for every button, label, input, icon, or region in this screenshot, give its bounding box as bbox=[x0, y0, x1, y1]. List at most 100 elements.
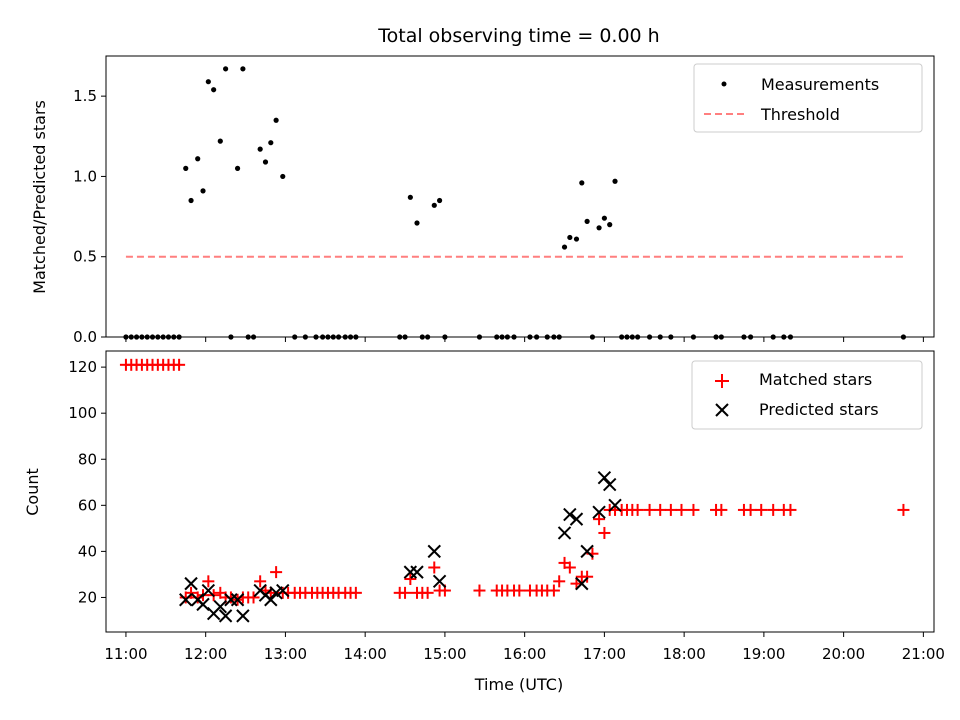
measurement-point bbox=[217, 138, 223, 144]
bottom-marks bbox=[119, 358, 910, 623]
measurement-point bbox=[713, 334, 719, 340]
measurement-point bbox=[596, 225, 602, 231]
measurement-point bbox=[900, 334, 907, 340]
x-tick-label: 16:00 bbox=[503, 645, 546, 663]
measurement-point bbox=[347, 334, 354, 340]
matched-point bbox=[687, 503, 700, 516]
measurement-point bbox=[155, 334, 161, 340]
predicted-point bbox=[230, 593, 245, 607]
predicted-point bbox=[179, 593, 193, 607]
measurement-point bbox=[567, 234, 573, 241]
bottom-y-axis-label: Count bbox=[23, 468, 42, 516]
y-tick-label: 20 bbox=[78, 588, 97, 606]
matched-point bbox=[421, 586, 434, 599]
measurement-point bbox=[268, 140, 274, 146]
measurement-point bbox=[668, 334, 674, 340]
legend-predicted-label: Predicted stars bbox=[759, 400, 879, 419]
predicted-point bbox=[184, 576, 198, 591]
x-tick-label: 11:00 bbox=[104, 645, 147, 663]
measurement-point bbox=[690, 334, 697, 340]
measurement-point bbox=[128, 334, 134, 340]
predicted-point bbox=[264, 593, 278, 607]
measurement-point bbox=[195, 156, 201, 162]
measurement-point bbox=[325, 334, 331, 340]
matched-point bbox=[399, 586, 412, 599]
measurement-point bbox=[292, 334, 298, 340]
measurement-point bbox=[573, 236, 580, 242]
bottom-x-ticks: 11:00 12:00 13:00 14:00 15:00 16:00 17:00 18:00… bbox=[104, 632, 945, 663]
measurement-point bbox=[646, 334, 653, 340]
measurement-point bbox=[589, 334, 596, 340]
measurement-point bbox=[601, 215, 607, 221]
matched-point bbox=[664, 503, 677, 516]
predicted-point bbox=[575, 576, 589, 591]
measurement-point bbox=[770, 334, 776, 340]
measurement-point bbox=[250, 334, 257, 340]
matched-point bbox=[581, 570, 594, 583]
measurement-point bbox=[280, 173, 286, 180]
legend-measurements-label: Measurements bbox=[761, 75, 879, 94]
y-tick-label: 80 bbox=[78, 450, 97, 468]
matched-point bbox=[553, 575, 566, 588]
top-legend: Measurements Threshold bbox=[693, 63, 923, 133]
y-tick-label: 60 bbox=[78, 496, 97, 514]
measurement-point bbox=[629, 334, 635, 340]
predicted-point bbox=[236, 609, 250, 623]
measurement-point bbox=[442, 334, 448, 340]
matched-point bbox=[593, 513, 606, 526]
measurement-point bbox=[781, 334, 787, 340]
bottom-legend-box bbox=[691, 360, 923, 430]
matched-point bbox=[563, 561, 576, 574]
top-panel: 0.0 0.5 1.0 1.5 Matched/Predicted stars Mea… bbox=[30, 55, 935, 346]
measurement-point bbox=[635, 334, 641, 340]
measurement-point bbox=[407, 194, 413, 200]
matched-point bbox=[191, 591, 204, 604]
measurement-point bbox=[188, 197, 194, 204]
y-tick-label: 0.5 bbox=[73, 248, 97, 266]
predicted-point bbox=[201, 583, 216, 598]
predicted-point bbox=[557, 526, 572, 540]
measurement-point bbox=[619, 334, 625, 340]
matched-point bbox=[185, 586, 198, 599]
legend-matched-label: Matched stars bbox=[759, 370, 872, 389]
x-tick-label: 13:00 bbox=[264, 645, 307, 663]
measurement-point bbox=[240, 66, 246, 72]
x-tick-label: 14:00 bbox=[344, 645, 387, 663]
measurement-point bbox=[551, 334, 557, 340]
measurement-point bbox=[171, 334, 177, 340]
predicted-point bbox=[432, 574, 447, 589]
measurement-point bbox=[612, 178, 618, 184]
measurement-point bbox=[330, 334, 336, 340]
measurement-point bbox=[176, 334, 182, 340]
measurement-point bbox=[139, 334, 145, 340]
measurement-point bbox=[499, 334, 505, 340]
measurement-point bbox=[257, 146, 263, 152]
measurement-point bbox=[123, 334, 129, 340]
matched-point bbox=[715, 503, 728, 516]
measurement-point bbox=[302, 334, 308, 340]
measurement-point bbox=[747, 334, 754, 340]
predicted-point bbox=[218, 609, 233, 623]
measurement-point bbox=[200, 188, 206, 194]
y-tick-label: 1.0 bbox=[73, 167, 97, 185]
measurement-point bbox=[228, 334, 234, 340]
matched-point bbox=[513, 584, 526, 597]
predicted-point bbox=[276, 583, 290, 598]
matched-point bbox=[654, 503, 667, 516]
top-y-axis-label: Matched/Predicted stars bbox=[30, 100, 49, 294]
predicted-point bbox=[410, 565, 424, 579]
measurement-point bbox=[718, 334, 724, 340]
matched-point bbox=[254, 575, 267, 588]
y-tick-label: 1.5 bbox=[73, 87, 97, 105]
bottom-x-axis-label: Time (UTC) bbox=[474, 675, 563, 694]
measurement-point bbox=[787, 334, 794, 340]
measurement-point bbox=[556, 334, 562, 340]
measurement-point bbox=[607, 222, 613, 228]
measurement-point bbox=[584, 218, 590, 224]
measurement-point bbox=[273, 117, 279, 123]
measurement-point bbox=[353, 334, 359, 340]
x-tick-label: 12:00 bbox=[184, 645, 227, 663]
x-tick-label: 20:00 bbox=[822, 645, 865, 663]
matched-point bbox=[247, 591, 260, 604]
